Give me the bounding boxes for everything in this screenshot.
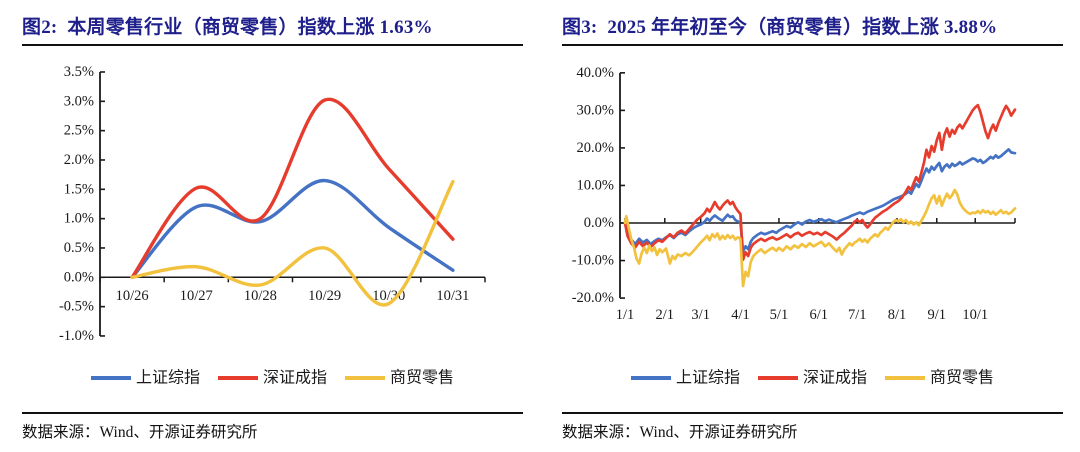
legend-label: 深证成指 xyxy=(803,369,867,387)
line-shanghai-composite xyxy=(130,178,455,279)
y-axis-label: 40.0% xyxy=(577,65,614,81)
legend-item-shanghai-composite: 上证综指 xyxy=(91,369,200,387)
x-axis-label: 10/30 xyxy=(372,288,405,304)
line-retail-trade xyxy=(623,188,1017,288)
line-shenzhen-component xyxy=(623,103,1017,262)
y-axis-label: -10.0% xyxy=(572,253,614,269)
figure2-line-chart: 3.5% 3.0% 2.5% 2.0% 1.5% 1.0% 0.5% 0.0% -0.5% -1.… xyxy=(59,64,486,387)
y-axis-label: 2.5% xyxy=(64,123,94,139)
x-axis-label: 6/1 xyxy=(809,307,828,323)
y-axis-label: 1.0% xyxy=(64,211,94,227)
line-shanghai-composite xyxy=(623,148,1017,253)
legend-label: 深证成指 xyxy=(263,369,327,387)
figure3-source: 数据来源：Wind、开源证券研究所 xyxy=(562,412,1063,442)
y-axis-label: -0.5% xyxy=(59,299,94,315)
line-shenzhen-component xyxy=(130,97,455,279)
y-axis-label: -1.0% xyxy=(59,328,94,344)
figure3-line-chart: 40.0% 30.0% 20.0% 10.0% 0.0% -10.0% -20.0%1/1 2… xyxy=(572,65,1017,387)
legend-item-retail-trade: 商贸零售 xyxy=(885,369,994,387)
x-axis-label: 5/1 xyxy=(770,307,789,323)
x-axis-label: 1/1 xyxy=(616,307,635,323)
y-axis-label: 1.5% xyxy=(64,181,94,197)
y-axis-label: 0.0% xyxy=(64,269,94,285)
line-retail-trade xyxy=(130,179,455,307)
x-axis-label: 8/1 xyxy=(888,307,907,323)
figure2-source: 数据来源：Wind、开源证券研究所 xyxy=(22,412,523,442)
x-axis-label: 10/28 xyxy=(244,288,277,304)
figure3-title: 图3: 2025 年年初至今（商贸零售）指数上涨 3.88% xyxy=(562,0,1063,46)
x-axis-label: 10/26 xyxy=(116,288,149,304)
y-axis-label: 10.0% xyxy=(577,177,614,193)
legend-label: 上证综指 xyxy=(136,369,200,387)
y-axis-label: 20.0% xyxy=(577,140,614,156)
y-axis-label: -20.0% xyxy=(572,290,614,306)
x-axis-label: 10/31 xyxy=(436,288,469,304)
x-axis-label: 7/1 xyxy=(848,307,867,323)
x-axis-label: 10/1 xyxy=(962,307,988,323)
x-axis-label: 9/1 xyxy=(927,307,946,323)
report-figures-row: 图2: 本周零售行业（商贸零售）指数上涨 1.63% 3.5% 3.0% 2.5% 2… xyxy=(22,0,1063,442)
y-axis-label: 0.5% xyxy=(64,240,94,256)
legend-label: 商贸零售 xyxy=(390,369,454,387)
y-axis-label: 3.0% xyxy=(64,93,94,109)
y-axis-label: 30.0% xyxy=(577,102,614,118)
legend-label: 商贸零售 xyxy=(930,369,994,387)
x-axis-label: 10/29 xyxy=(308,288,341,304)
figure2-title: 图2: 本周零售行业（商贸零售）指数上涨 1.63% xyxy=(22,0,523,46)
x-axis-label: 3/1 xyxy=(691,307,710,323)
panel-figure3: 图3: 2025 年年初至今（商贸零售）指数上涨 3.88% 40.0% 30.0… xyxy=(562,0,1063,442)
x-axis-label: 2/1 xyxy=(656,307,675,323)
legend-item-shenzhen-component: 深证成指 xyxy=(758,369,867,387)
legend-item-shanghai-composite: 上证综指 xyxy=(631,369,740,387)
legend-item-retail-trade: 商贸零售 xyxy=(345,369,454,387)
y-axis-label: 3.5% xyxy=(64,64,94,80)
y-axis-label: 0.0% xyxy=(584,215,614,231)
legend-label: 上证综指 xyxy=(676,369,740,387)
panel-figure2: 图2: 本周零售行业（商贸零售）指数上涨 1.63% 3.5% 3.0% 2.5% 2… xyxy=(22,0,523,442)
x-axis-label: 4/1 xyxy=(731,307,750,323)
y-axis-label: 2.0% xyxy=(64,152,94,168)
x-axis-label: 10/27 xyxy=(180,288,213,304)
legend-item-shenzhen-component: 深证成指 xyxy=(218,369,327,387)
